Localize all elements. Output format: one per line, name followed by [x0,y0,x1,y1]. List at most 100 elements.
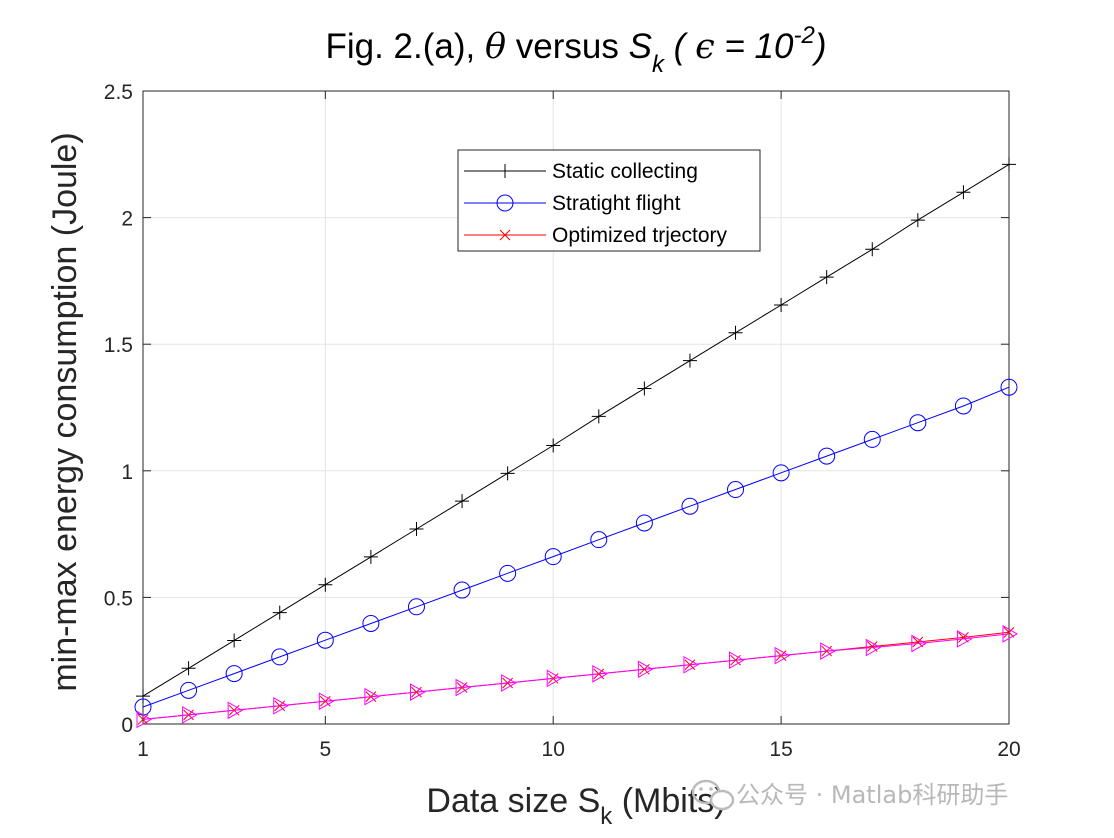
watermark: 公众号 · Matlab科研助手 [691,779,1008,811]
wechat-icon [691,779,735,811]
title-s: S [629,27,652,66]
data-point-overlay-series [1002,624,1019,643]
data-point-stratight-flight [909,414,927,432]
data-point-static-collecting [865,242,880,257]
y-tick-label: 0 [121,714,133,737]
y-tick-label: 2.5 [104,81,133,104]
legend-label: Optimized trjectory [552,224,728,247]
chart-title: Fig. 2.(a), θ versus Sk ( ϵ = 10-2) [325,22,826,78]
data-point-overlay-series [364,687,380,706]
data-point-overlay-series [182,706,198,724]
data-point-overlay-series [273,696,289,715]
data-point-overlay-series [227,701,244,720]
data-point-stratight-flight [544,548,562,566]
legend-item-stratight-flight: Stratight flight [464,192,681,215]
x-tick-label: 1 [137,738,149,761]
title-theta: θ [485,27,506,67]
data-point-overlay-series [820,642,836,660]
data-point-overlay-series [546,669,563,688]
data-point-static-collecting [272,605,287,620]
series-stratight-flight [134,378,1018,716]
data-point-overlay-series [318,692,335,711]
title-open-paren: ( [664,27,695,66]
x-tick-label: 15 [769,738,792,761]
data-point-overlay-series [865,638,882,657]
data-point-stratight-flight [407,598,425,616]
data-point-overlay-series [956,630,973,648]
data-point-overlay-series [409,683,426,701]
data-point-optimized-trjectory [1003,626,1015,638]
title-exponent: -2 [794,22,815,49]
data-point-stratight-flight [499,564,517,582]
data-point-static-collecting [682,353,697,368]
legend-label: Stratight flight [552,192,681,215]
data-point-overlay-series [136,710,153,729]
legend-label: Static collecting [552,160,698,183]
data-point-static-collecting [728,325,743,340]
data-point-optimized-trjectory [137,714,149,725]
title-versus: versus [506,27,629,66]
series-static-collecting [136,157,1016,704]
data-point-stratight-flight [818,447,836,465]
y-tick-label: 1.5 [104,334,133,357]
y-tick-labels: 0 0.5 1 1.5 2 2.5 [104,81,133,737]
data-point-stratight-flight [271,648,289,666]
data-point-stratight-flight [681,497,699,515]
data-point-stratight-flight [453,581,471,599]
data-point-static-collecting [1002,157,1016,172]
data-point-overlay-series [501,674,517,692]
title-eq-ten: = 10 [715,27,794,66]
title-k: k [652,51,666,78]
data-point-static-collecting [591,409,606,424]
x-tick-labels: 1 5 10 15 20 [137,738,1021,761]
data-point-optimized-trjectory [912,636,924,648]
data-point-stratight-flight [772,464,790,482]
data-point-static-collecting [819,270,834,285]
data-point-static-collecting [910,213,925,228]
title-prefix: Fig. 2.(a), [325,27,484,66]
legend-box [457,149,761,252]
data-point-overlay-series [455,678,472,697]
data-point-stratight-flight [635,514,653,532]
data-point-stratight-flight [180,681,198,699]
title-epsilon: ϵ [695,27,715,67]
data-point-overlay-series [774,646,791,665]
legend-marker [498,164,512,178]
data-point-static-collecting [500,466,515,481]
data-point-optimized-trjectory [958,632,969,643]
legend-marker [496,194,514,212]
data-point-stratight-flight [1000,378,1018,396]
x-tick-label: 5 [319,738,331,761]
data-point-static-collecting [363,549,378,564]
title-close-paren: ) [811,27,827,66]
data-point-static-collecting [774,297,789,312]
data-point-static-collecting [136,689,150,704]
data-point-overlay-series [911,634,927,653]
data-point-static-collecting [409,522,424,537]
x-axis-title-main: Data size S [426,782,600,820]
legend-item-static-collecting: Static collecting [464,160,698,183]
data-point-static-collecting [546,438,561,453]
x-tick-label: 10 [542,738,565,761]
data-point-stratight-flight [316,631,334,649]
data-point-stratight-flight [727,481,745,499]
y-tick-label: 0.5 [104,587,133,610]
y-tick-label: 1 [121,461,133,484]
x-axis-title: Data size Sk (Mbits) [426,782,725,830]
series-line-static-collecting [142,163,1010,697]
data-point-static-collecting [455,494,470,509]
data-point-static-collecting [637,381,652,396]
series [134,157,1019,729]
data-point-stratight-flight [362,614,380,632]
data-point-stratight-flight [225,665,243,683]
legend-item-optimized-trjectory: Optimized trjectory [464,224,728,247]
legend-marker [499,229,511,241]
data-point-overlay-series [592,665,608,683]
watermark-text: 公众号 · Matlab科研助手 [736,781,1008,809]
y-tick-label: 2 [121,208,133,231]
series-overlay-series [136,624,1019,729]
data-point-overlay-series [683,655,699,674]
x-axis-title-sub: k [600,803,613,830]
x-tick-label: 20 [997,738,1020,761]
data-point-overlay-series [637,660,654,679]
